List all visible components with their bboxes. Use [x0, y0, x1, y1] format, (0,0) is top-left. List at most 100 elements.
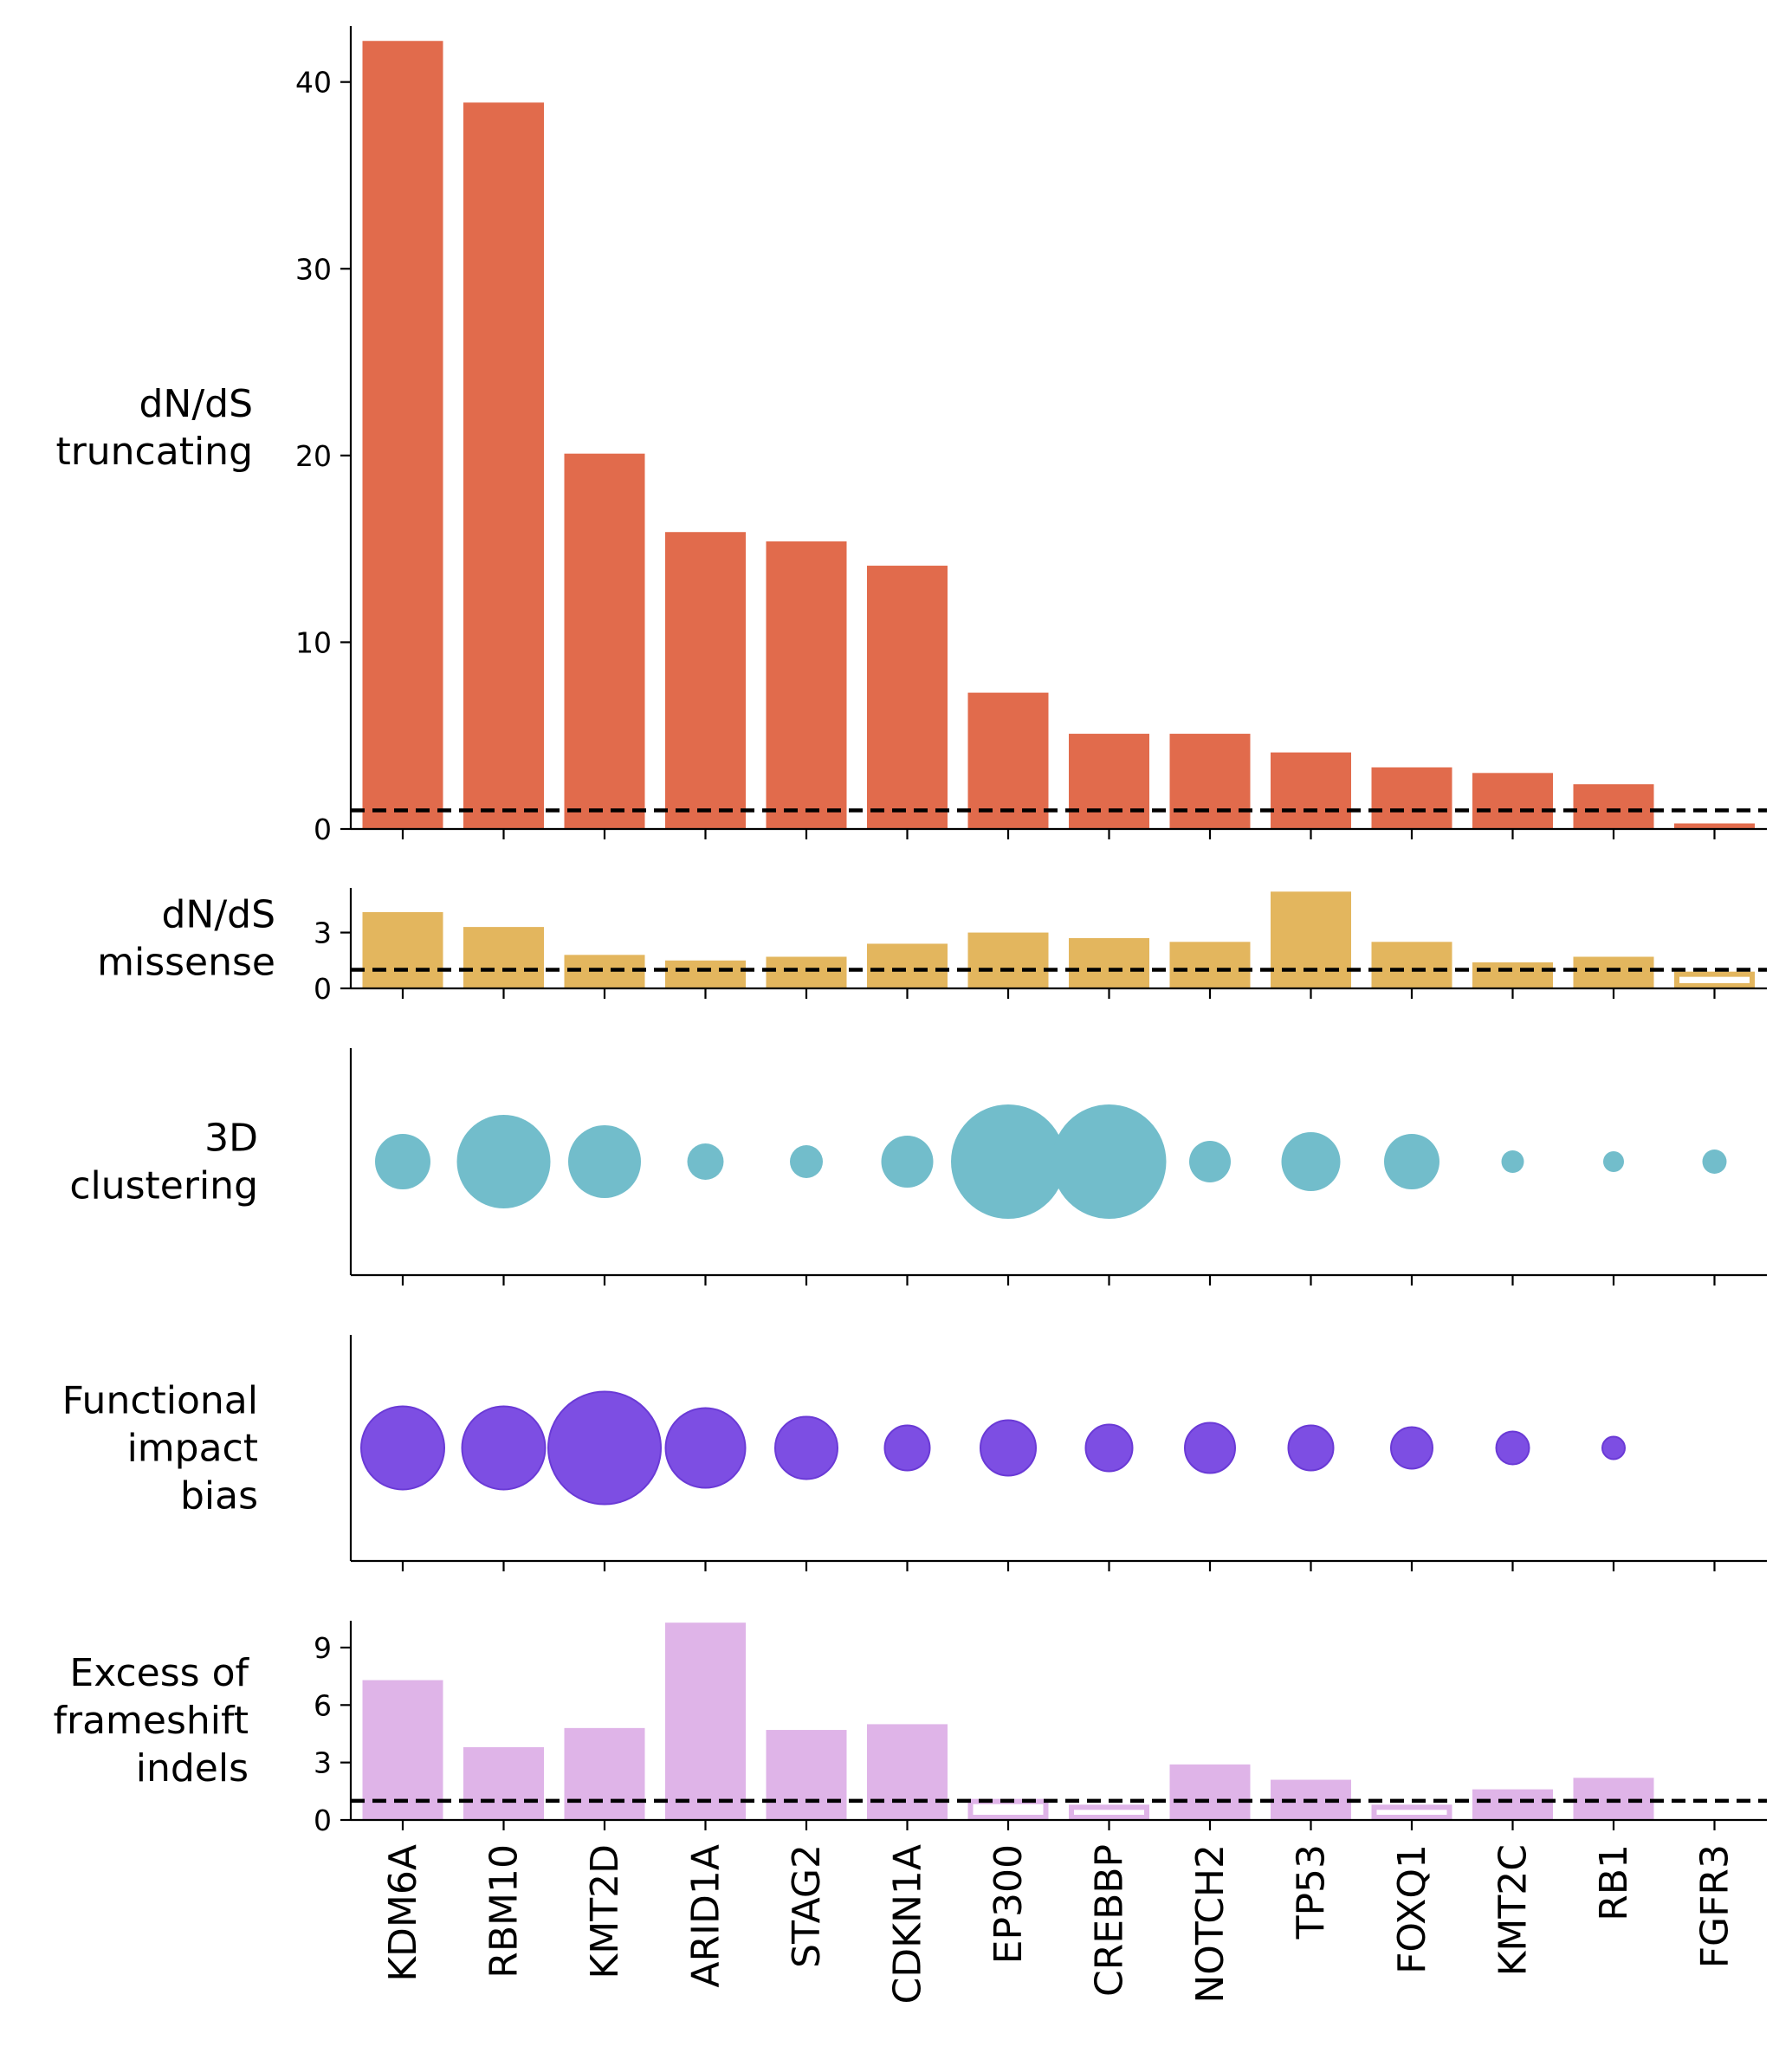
bar-frameshift-KMT2D [564, 1727, 645, 1820]
bubble-fib-FOXQ1 [1390, 1426, 1433, 1470]
gene-label-KMT2C: KMT2C [1491, 1844, 1536, 1976]
gene-label-NOTCH2: NOTCH2 [1188, 1844, 1232, 2004]
y-tick-label: 6 [314, 1688, 332, 1722]
bar-missense-FOXQ1 [1371, 942, 1452, 988]
panel-clustering: 3D clustering [69, 1048, 1767, 1286]
bar-missense-FGFR3 [1674, 971, 1755, 988]
bubble-fib-CREBBP [1084, 1423, 1134, 1473]
y-tick-label: 0 [314, 813, 332, 846]
gene-label-RB1: RB1 [1592, 1844, 1636, 1921]
bubble-fib-KDM6A [360, 1405, 445, 1491]
gene-label-RBM10: RBM10 [482, 1844, 527, 1979]
bar-missense-RB1 [1573, 956, 1654, 988]
bubble-fib-KMT2C [1495, 1430, 1530, 1466]
gene-label-ARID1A: ARID1A [684, 1844, 728, 1988]
bar-missense-CDKN1A [867, 943, 948, 988]
panel-label-line: 3D [204, 1117, 258, 1161]
y-tick-label: 3 [314, 1746, 332, 1780]
bubble-clustering-KMT2D [568, 1125, 641, 1198]
panel-label-line: indels [136, 1746, 249, 1791]
bubble-fib-TP53 [1287, 1424, 1335, 1472]
y-tick-label: 0 [314, 1804, 332, 1837]
gene-label-EP300: EP300 [987, 1844, 1031, 1964]
panel-label-missense: dN/dS missense [97, 893, 275, 985]
bubble-fib-STAG2 [774, 1415, 838, 1480]
panel-label-line: dN/dS [161, 893, 275, 937]
gene-label-TP53: TP53 [1290, 1844, 1334, 1940]
bubble-fib-KMT2D [547, 1390, 662, 1506]
panel-label-truncating: dN/dS truncating [55, 382, 253, 474]
bubble-fib-ARID1A [664, 1407, 747, 1489]
gene-label-CREBBP: CREBBP [1088, 1844, 1132, 1997]
bar-truncating-EP300 [967, 692, 1049, 829]
gene-label-FOXQ1: FOXQ1 [1390, 1844, 1434, 1974]
bar-truncating-RB1 [1573, 784, 1654, 829]
bubble-clustering-RBM10 [456, 1115, 551, 1208]
gene-label-FGFR3: FGFR3 [1693, 1844, 1737, 1968]
bar-frameshift-FOXQ1 [1371, 1804, 1452, 1820]
bar-truncating-KMT2D [564, 453, 645, 829]
bar-truncating-CREBBP [1069, 734, 1149, 829]
panel-label-line: truncating [55, 430, 253, 474]
bar-frameshift-ARID1A [665, 1622, 746, 1820]
gene-label-CDKN1A: CDKN1A [886, 1844, 930, 2004]
panel-label-line: missense [97, 941, 275, 985]
bubble-clustering-KMT2C [1501, 1150, 1524, 1173]
bar-missense-RBM10 [463, 927, 544, 988]
bubble-clustering-FOXQ1 [1384, 1134, 1439, 1189]
panel-label-clustering: 3D clustering [69, 1117, 258, 1208]
y-tick-label: 20 [295, 439, 332, 473]
bar-frameshift-STAG2 [766, 1730, 847, 1820]
bubble-clustering-ARID1A [687, 1143, 724, 1180]
bar-frameshift-KDM6A [362, 1680, 443, 1820]
bar-frameshift-EP300 [967, 1798, 1049, 1821]
y-tick-label: 0 [314, 972, 332, 1006]
bubble-clustering-FGFR3 [1702, 1150, 1727, 1174]
bar-frameshift-CDKN1A [867, 1724, 948, 1820]
y-tick-label: 3 [314, 916, 332, 950]
gene-label-KDM6A: KDM6A [381, 1844, 425, 1982]
bar-truncating-STAG2 [766, 541, 847, 829]
bar-missense-EP300 [967, 932, 1049, 988]
bubble-clustering-RB1 [1603, 1151, 1624, 1172]
bubble-clustering-CDKN1A [881, 1136, 934, 1188]
bubble-clustering-CREBBP [1051, 1104, 1167, 1219]
bar-truncating-NOTCH2 [1169, 734, 1251, 829]
panel-label-frameshift: Excess of frameshift indels [54, 1651, 250, 1791]
y-tick-label: 10 [295, 625, 332, 659]
panel-label-line: Functional [62, 1379, 258, 1423]
bubble-clustering-EP300 [951, 1104, 1065, 1219]
bubble-clustering-NOTCH2 [1189, 1141, 1231, 1182]
panel-label-line: dN/dS [139, 382, 253, 426]
y-tick-label: 9 [314, 1631, 332, 1665]
gene-label-KMT2D: KMT2D [583, 1844, 627, 1979]
bar-missense-STAG2 [766, 956, 847, 988]
bar-truncating-TP53 [1271, 752, 1351, 829]
bar-missense-KMT2C [1472, 962, 1553, 988]
bar-missense-TP53 [1271, 891, 1351, 988]
bubble-fib-NOTCH2 [1184, 1422, 1236, 1474]
bar-truncating-KDM6A [362, 41, 443, 829]
y-tick-label: 40 [295, 66, 332, 100]
bubble-fib-RB1 [1601, 1435, 1626, 1460]
bar-frameshift-RBM10 [463, 1746, 544, 1820]
panel-label-line: Excess of [69, 1651, 249, 1695]
bubble-clustering-KDM6A [375, 1134, 430, 1189]
bar-truncating-FGFR3 [1674, 823, 1755, 829]
panel-label-line: bias [180, 1474, 258, 1519]
bar-missense-KDM6A [362, 911, 443, 988]
bubble-clustering-STAG2 [790, 1145, 823, 1178]
panel-label-fib: Functional impact bias [62, 1379, 258, 1519]
panel-missense: dN/dS missense 0 3 [97, 888, 1767, 1006]
gene-label-STAG2: STAG2 [785, 1844, 829, 1968]
bar-truncating-CDKN1A [867, 566, 948, 829]
bubble-fib-RBM10 [461, 1405, 547, 1491]
bar-missense-NOTCH2 [1169, 942, 1251, 988]
y-tick-label: 30 [295, 252, 332, 286]
bubble-fib-CDKN1A [883, 1424, 931, 1472]
bar-frameshift-KMT2C [1472, 1789, 1553, 1820]
bar-frameshift-CREBBP [1069, 1804, 1149, 1820]
bar-missense-ARID1A [665, 960, 746, 988]
panel-frameshift: Excess of frameshift indels 0 3 6 9 [54, 1621, 1767, 1837]
